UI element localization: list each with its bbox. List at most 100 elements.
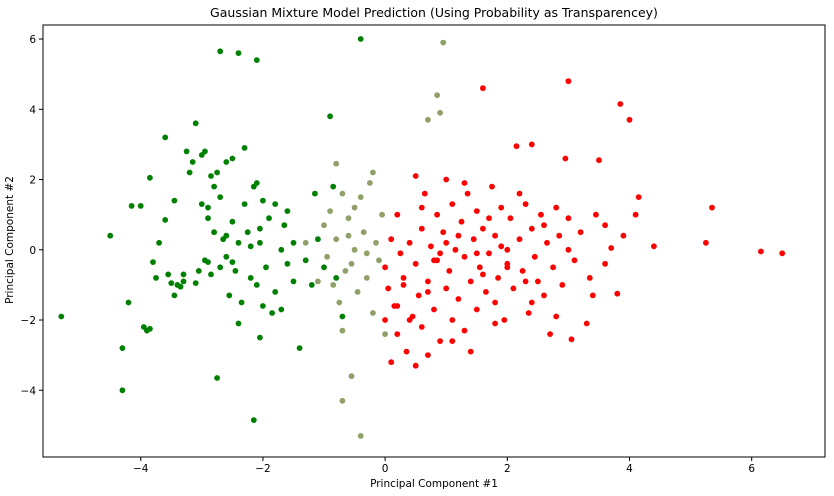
data-point <box>351 246 358 253</box>
data-point <box>632 211 639 218</box>
y-tick-label: 2 <box>29 175 36 187</box>
data-point <box>232 268 239 274</box>
data-point <box>260 303 266 309</box>
data-point <box>278 306 285 313</box>
data-point <box>315 278 321 285</box>
data-point <box>538 211 544 218</box>
data-point <box>486 250 492 257</box>
data-point <box>211 229 218 236</box>
data-point <box>339 397 346 404</box>
x-tick-label: 6 <box>748 463 755 475</box>
data-point <box>357 433 364 439</box>
data-point <box>339 327 346 334</box>
x-tick-label: −2 <box>255 463 270 475</box>
data-point <box>250 417 257 423</box>
data-point <box>198 201 205 208</box>
plot-frame <box>42 24 826 458</box>
data-point <box>150 259 156 265</box>
data-point <box>425 116 431 123</box>
data-point <box>434 92 440 99</box>
data-point <box>290 239 297 246</box>
data-point <box>455 296 462 302</box>
data-point <box>137 203 144 209</box>
data-point <box>253 180 260 186</box>
data-point <box>489 183 495 190</box>
data-point <box>229 259 236 265</box>
data-point <box>473 208 480 215</box>
data-point <box>461 253 468 260</box>
data-point <box>492 320 498 327</box>
data-point <box>397 250 404 257</box>
data-point <box>495 275 501 281</box>
y-tick-label: −4 <box>21 385 37 397</box>
data-point <box>223 253 230 260</box>
data-point <box>348 373 355 380</box>
data-point <box>510 285 517 292</box>
data-point <box>480 85 486 92</box>
data-point <box>418 225 425 232</box>
data-point <box>217 194 224 201</box>
data-point <box>586 275 593 281</box>
data-point <box>321 264 327 271</box>
data-point <box>342 268 349 274</box>
data-point <box>269 310 275 316</box>
data-point <box>528 225 535 232</box>
data-point <box>452 246 459 253</box>
data-point <box>556 232 563 239</box>
data-point <box>394 211 401 218</box>
data-point <box>559 282 566 288</box>
data-point <box>241 201 248 208</box>
data-point <box>421 190 428 197</box>
data-point <box>614 290 621 297</box>
data-point <box>58 313 65 320</box>
data-point <box>312 190 318 197</box>
data-point <box>257 334 263 341</box>
data-point <box>351 204 358 211</box>
data-point <box>504 246 511 253</box>
x-tick-label: 2 <box>504 463 511 475</box>
chart-title: Gaussian Mixture Model Prediction (Using… <box>210 5 658 20</box>
data-point <box>400 275 407 281</box>
data-point <box>238 299 245 306</box>
data-point <box>330 183 337 190</box>
y-tick-label: 0 <box>29 245 36 257</box>
data-point <box>461 327 468 334</box>
data-point <box>223 232 230 239</box>
data-point <box>302 239 309 246</box>
data-point <box>192 280 199 286</box>
data-point <box>443 176 450 183</box>
y-tick-label: 4 <box>29 104 36 116</box>
y-tick-label: −2 <box>21 315 36 327</box>
data-point <box>709 204 715 211</box>
data-point <box>516 236 523 243</box>
data-point <box>214 375 221 381</box>
data-point <box>247 243 254 250</box>
data-point <box>406 317 413 323</box>
data-point <box>449 338 456 344</box>
data-point <box>473 306 480 313</box>
data-point <box>492 232 498 239</box>
data-point <box>162 134 169 141</box>
data-point <box>571 257 578 264</box>
y-axis-ticks: −4 −2 0 2 4 6 <box>21 34 43 397</box>
y-tick-label: 6 <box>29 34 36 46</box>
data-point <box>525 310 532 316</box>
data-point <box>428 243 434 250</box>
data-point <box>333 236 340 243</box>
data-point <box>345 232 352 239</box>
data-point <box>370 169 376 176</box>
data-point <box>415 292 422 299</box>
data-point <box>425 352 431 358</box>
data-point <box>229 155 236 162</box>
data-point <box>553 204 560 211</box>
data-point <box>519 268 526 274</box>
data-point <box>321 222 327 229</box>
data-point <box>651 243 657 250</box>
data-point <box>379 211 385 218</box>
data-point <box>531 253 538 260</box>
data-point <box>330 282 337 288</box>
data-point <box>208 271 214 278</box>
y-axis-label: Principal Component #2 <box>4 176 16 304</box>
data-point <box>516 190 523 197</box>
